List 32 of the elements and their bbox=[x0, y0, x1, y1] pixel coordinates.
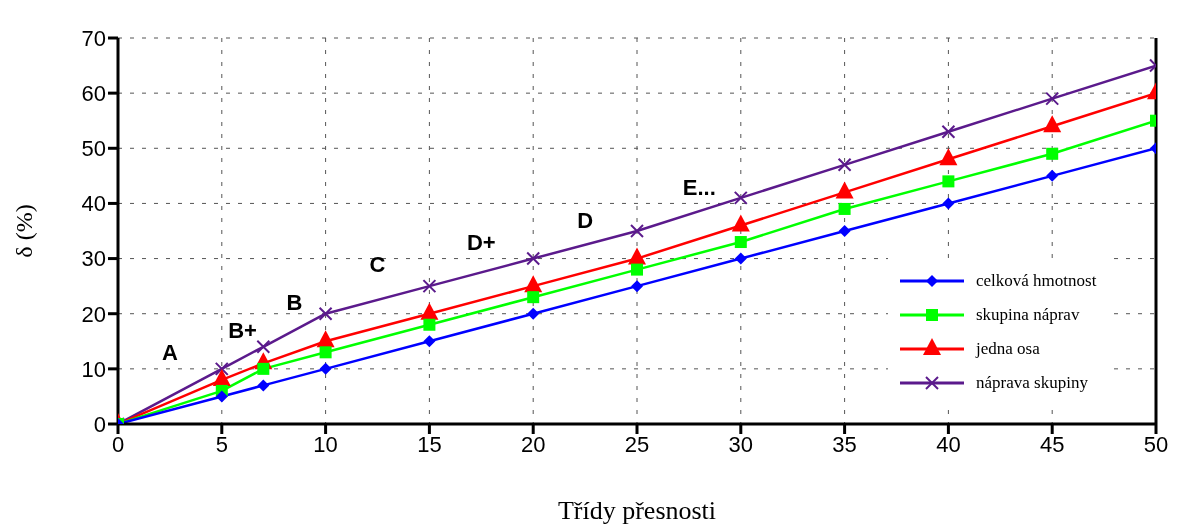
x-tick-label: 15 bbox=[417, 431, 442, 457]
x-tick-label: 5 bbox=[215, 431, 228, 457]
x-axis-title: Třídy přesnosti bbox=[557, 496, 717, 525]
legend-label: celková hmotnost bbox=[976, 271, 1097, 291]
y-tick-label: 0 bbox=[93, 411, 106, 437]
x-tick-label: 40 bbox=[936, 431, 961, 457]
x-tick-label: 0 bbox=[111, 431, 125, 457]
y-tick-label: 30 bbox=[81, 246, 106, 272]
y-axis-title: δ (%) bbox=[10, 204, 37, 258]
x-tick-label: 25 bbox=[624, 431, 650, 457]
legend-label: skupina náprav bbox=[976, 305, 1080, 325]
y-tick-label: 50 bbox=[81, 136, 106, 162]
annotation: E... bbox=[682, 174, 716, 200]
x-tick-label: 30 bbox=[728, 431, 754, 457]
annotation: D+ bbox=[466, 229, 496, 255]
x-tick-label: 35 bbox=[832, 431, 857, 457]
y-tick-label: 40 bbox=[81, 191, 106, 217]
annotation: D bbox=[577, 207, 594, 233]
annotation: A bbox=[161, 340, 178, 366]
annotation: C bbox=[369, 251, 386, 277]
x-tick-label: 10 bbox=[313, 431, 338, 457]
y-tick-label: 10 bbox=[81, 356, 106, 382]
legend-label: jedna osa bbox=[976, 339, 1040, 359]
y-tick-label: 70 bbox=[81, 25, 106, 51]
x-tick-label: 45 bbox=[1039, 431, 1065, 457]
y-tick-label: 20 bbox=[81, 301, 106, 327]
legend-label: náprava skupiny bbox=[976, 373, 1088, 393]
annotation: B bbox=[286, 290, 303, 316]
x-tick-label: 50 bbox=[1143, 431, 1169, 457]
y-tick-label: 60 bbox=[81, 80, 106, 106]
annotation: B+ bbox=[228, 318, 257, 344]
x-tick-label: 20 bbox=[520, 431, 546, 457]
